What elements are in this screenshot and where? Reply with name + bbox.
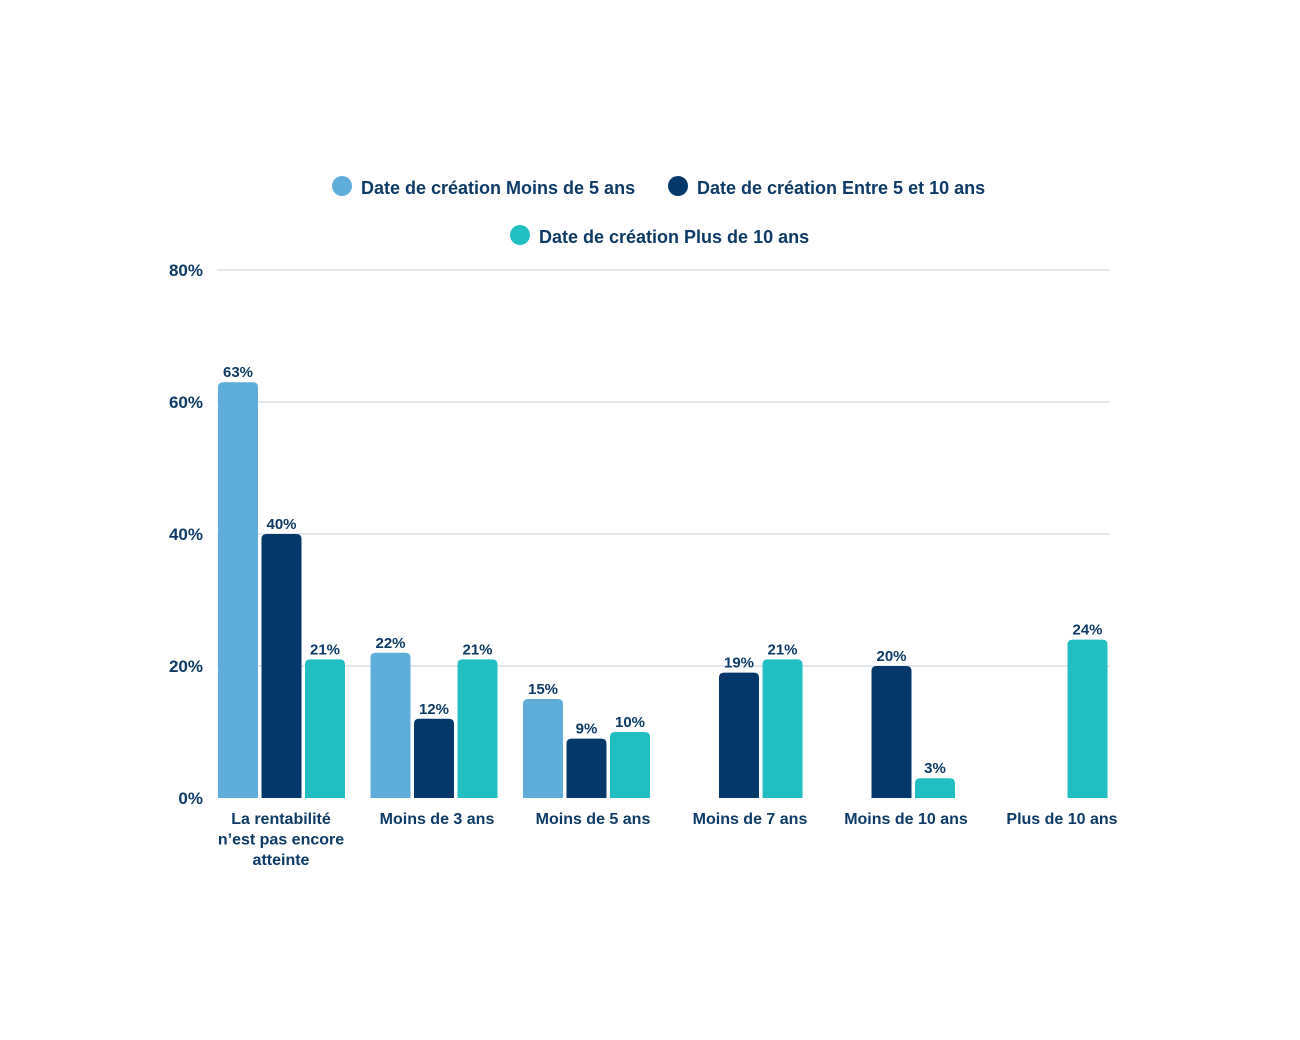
bars <box>218 382 1108 798</box>
data-label: 21% <box>462 641 492 658</box>
x-axis: La rentabilité n’est pas encore atteinte Mo… <box>218 811 1118 869</box>
data-label: 20% <box>876 648 906 665</box>
data-label: 3% <box>924 760 946 777</box>
bar <box>871 666 912 798</box>
bar <box>457 659 498 798</box>
x-tick-label: La rentabilité <box>231 811 331 828</box>
y-axis: 0% 20% 40% 60% 80% <box>169 261 203 808</box>
data-label: 12% <box>419 701 449 718</box>
bar <box>414 718 454 798</box>
data-label: 24% <box>1072 622 1102 639</box>
bar <box>1067 639 1108 798</box>
bar <box>566 738 607 798</box>
data-label: 21% <box>310 641 340 658</box>
bar <box>719 672 759 798</box>
y-tick-label: 80% <box>169 261 203 280</box>
legend-label: Date de création Plus de 10 ans <box>539 227 809 247</box>
x-tick-label: atteinte <box>253 852 310 869</box>
bar <box>610 732 650 798</box>
x-tick-label: Moins de 10 ans <box>844 811 968 828</box>
data-label: 40% <box>266 516 296 533</box>
legend-marker <box>668 176 688 196</box>
data-label: 15% <box>528 681 558 698</box>
legend-label: Date de création Entre 5 et 10 ans <box>697 178 985 198</box>
legend: Date de création Moins de 5 ans Date de c… <box>332 176 985 247</box>
bar <box>370 652 411 798</box>
x-tick-label: Moins de 3 ans <box>380 811 495 828</box>
bar <box>218 382 258 798</box>
data-label: 21% <box>767 641 797 658</box>
grid-lines <box>217 269 1110 667</box>
y-tick-label: 40% <box>169 525 203 544</box>
data-label: 63% <box>223 364 253 381</box>
bar <box>762 659 803 798</box>
legend-marker <box>510 225 530 245</box>
legend-marker <box>332 176 352 196</box>
y-tick-label: 60% <box>169 393 203 412</box>
data-label: 19% <box>724 655 754 672</box>
data-labels: 63% 40% 21% 22% 12% 21% 15% 9% 10% 19% 21% 20% 3% 24% <box>223 364 1103 777</box>
x-tick-label: Moins de 7 ans <box>693 811 808 828</box>
data-label: 10% <box>615 714 645 731</box>
legend-label: Date de création Moins de 5 ans <box>361 178 635 198</box>
bar <box>305 659 345 798</box>
x-tick-label: Plus de 10 ans <box>1006 811 1117 828</box>
bar <box>915 778 955 798</box>
y-tick-label: 20% <box>169 657 203 676</box>
y-tick-label: 0% <box>178 789 203 808</box>
x-tick-label: Moins de 5 ans <box>536 811 651 828</box>
data-label: 9% <box>576 721 598 738</box>
bar <box>261 534 302 798</box>
bar <box>523 699 563 798</box>
x-tick-label: n’est pas encore <box>218 832 344 849</box>
data-label: 22% <box>375 635 405 652</box>
